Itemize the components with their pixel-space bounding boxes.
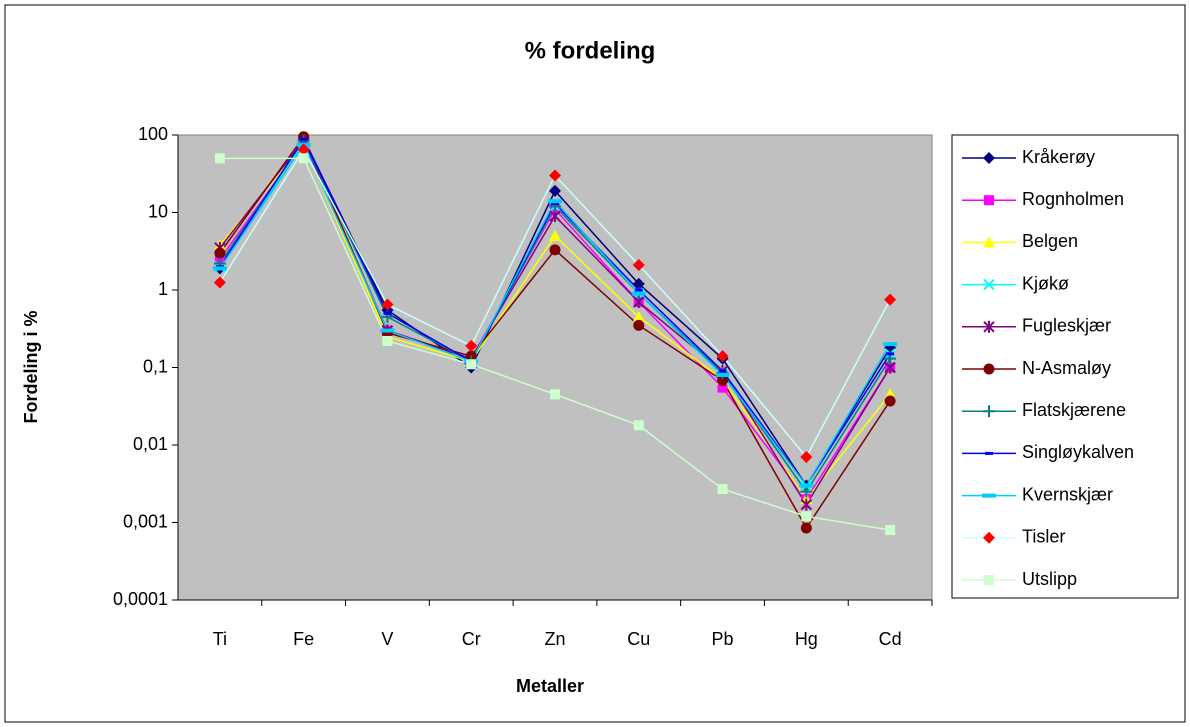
legend-marker <box>983 405 995 418</box>
data-point <box>883 342 898 347</box>
data-point <box>885 525 896 536</box>
data-point <box>548 199 562 204</box>
data-point <box>383 311 392 315</box>
data-point <box>717 484 728 495</box>
legend-marker <box>983 152 995 164</box>
legend-marker <box>983 236 995 248</box>
y-tick-label: 0,0001 <box>113 589 168 609</box>
data-point <box>716 350 729 363</box>
legend-marker <box>983 531 995 544</box>
legend-label: Fugleskjær <box>1022 316 1111 336</box>
data-point <box>380 328 395 333</box>
legend-marker <box>982 493 996 498</box>
data-point <box>633 420 644 431</box>
legend-label: Utslipp <box>1022 569 1077 589</box>
legend-label: Belgen <box>1022 231 1078 251</box>
data-point <box>631 291 646 296</box>
x-axis-title: Metaller <box>516 676 584 696</box>
y-tick-label: 1 <box>158 279 168 299</box>
data-point <box>718 369 727 373</box>
legend-label: Kvernskjær <box>1022 484 1113 504</box>
data-point <box>299 137 308 141</box>
data-point <box>214 153 225 164</box>
data-point <box>214 247 226 259</box>
legend-label: Tisler <box>1022 527 1065 547</box>
data-point <box>549 169 561 182</box>
x-tick-label: V <box>381 629 393 649</box>
data-point <box>717 374 729 386</box>
legend-marker <box>985 451 993 455</box>
data-point <box>800 522 812 534</box>
legend-label: Flatskjærene <box>1022 400 1126 420</box>
y-tick-label: 10 <box>148 201 168 221</box>
data-point <box>632 310 645 322</box>
y-tick-label: 0,001 <box>123 511 168 531</box>
y-tick-label: 0,01 <box>133 434 168 454</box>
data-point <box>634 288 643 292</box>
legend-label: Singløykalven <box>1022 442 1134 462</box>
x-tick-label: Cr <box>462 629 481 649</box>
x-tick-label: Cd <box>879 629 902 649</box>
x-tick-label: Cu <box>627 629 650 649</box>
data-point <box>632 277 645 290</box>
data-point <box>884 395 896 407</box>
legend-label: Kråkerøy <box>1022 147 1095 167</box>
legend-label: N-Asmaløy <box>1022 358 1111 378</box>
x-tick-label: Ti <box>213 629 227 649</box>
legend-label: Kjøkø <box>1022 273 1069 293</box>
data-point <box>801 511 812 522</box>
legend-marker <box>983 278 995 291</box>
data-point <box>465 339 478 352</box>
data-point <box>800 498 813 511</box>
legend-marker <box>983 320 995 333</box>
data-point <box>466 359 477 370</box>
data-point <box>799 483 814 488</box>
data-point <box>382 335 393 346</box>
x-tick-label: Pb <box>712 629 734 649</box>
legend-label: Rognholmen <box>1022 189 1124 209</box>
x-tick-label: Zn <box>544 629 565 649</box>
x-tick-label: Hg <box>795 629 818 649</box>
data-point <box>298 153 309 164</box>
data-point <box>550 389 560 400</box>
y-axis-title: Fordeling i % <box>21 310 41 423</box>
legend-marker <box>984 195 994 206</box>
data-point <box>213 276 226 289</box>
data-point <box>549 244 561 256</box>
data-point <box>297 143 310 156</box>
data-point <box>884 293 897 306</box>
data-point <box>549 229 561 241</box>
x-tick-label: Fe <box>293 629 314 649</box>
data-point <box>632 259 645 272</box>
chart-title: % fordeling <box>525 37 656 64</box>
data-point <box>800 485 813 498</box>
data-point <box>886 352 895 356</box>
y-tick-label: 0,1 <box>143 356 168 376</box>
data-point <box>717 382 728 393</box>
data-point <box>633 319 645 331</box>
y-tick-label: 100 <box>138 124 168 144</box>
data-point <box>381 298 394 311</box>
legend-marker <box>983 363 995 375</box>
data-point <box>715 373 730 378</box>
legend-marker <box>984 575 994 585</box>
data-point <box>551 202 559 206</box>
data-point <box>800 451 813 464</box>
data-point <box>212 266 227 271</box>
data-point <box>549 184 561 197</box>
